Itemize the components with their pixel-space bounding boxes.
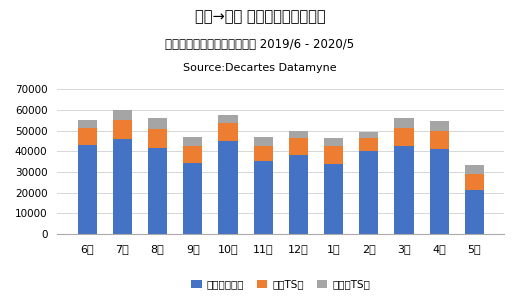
Text: （実入り・米国通関ベース） 2019/6 - 2020/5: （実入り・米国通関ベース） 2019/6 - 2020/5: [165, 38, 355, 51]
Bar: [359, 132, 379, 138]
Bar: [394, 118, 414, 128]
Bar: [465, 174, 484, 190]
Bar: [113, 110, 132, 120]
Bar: [289, 138, 308, 156]
Text: 日本→米国 海上コンテナー数量: 日本→米国 海上コンテナー数量: [194, 9, 326, 24]
Bar: [465, 190, 484, 234]
Bar: [183, 137, 202, 146]
Text: Source:Decartes Datamyne: Source:Decartes Datamyne: [183, 63, 337, 73]
Bar: [254, 146, 273, 161]
Bar: [183, 163, 202, 234]
Bar: [289, 131, 308, 138]
Bar: [77, 120, 97, 128]
Bar: [77, 145, 97, 234]
Bar: [183, 146, 202, 163]
Legend: 日本発直航分, 韓国TS分, その仚TS分: 日本発直航分, 韓国TS分, その仚TS分: [191, 280, 370, 290]
Bar: [254, 137, 273, 146]
Bar: [324, 138, 343, 146]
Bar: [430, 149, 449, 234]
Bar: [289, 156, 308, 234]
Bar: [218, 124, 238, 141]
Bar: [324, 146, 343, 164]
Bar: [324, 164, 343, 234]
Bar: [148, 118, 167, 129]
Bar: [218, 141, 238, 234]
Bar: [359, 138, 379, 151]
Bar: [254, 161, 273, 234]
Bar: [148, 129, 167, 148]
Bar: [430, 121, 449, 131]
Bar: [359, 151, 379, 234]
Bar: [465, 165, 484, 174]
Bar: [113, 120, 132, 139]
Bar: [394, 146, 414, 234]
Bar: [430, 131, 449, 149]
Bar: [113, 139, 132, 234]
Bar: [394, 128, 414, 146]
Bar: [218, 115, 238, 124]
Bar: [148, 148, 167, 234]
Bar: [77, 128, 97, 145]
